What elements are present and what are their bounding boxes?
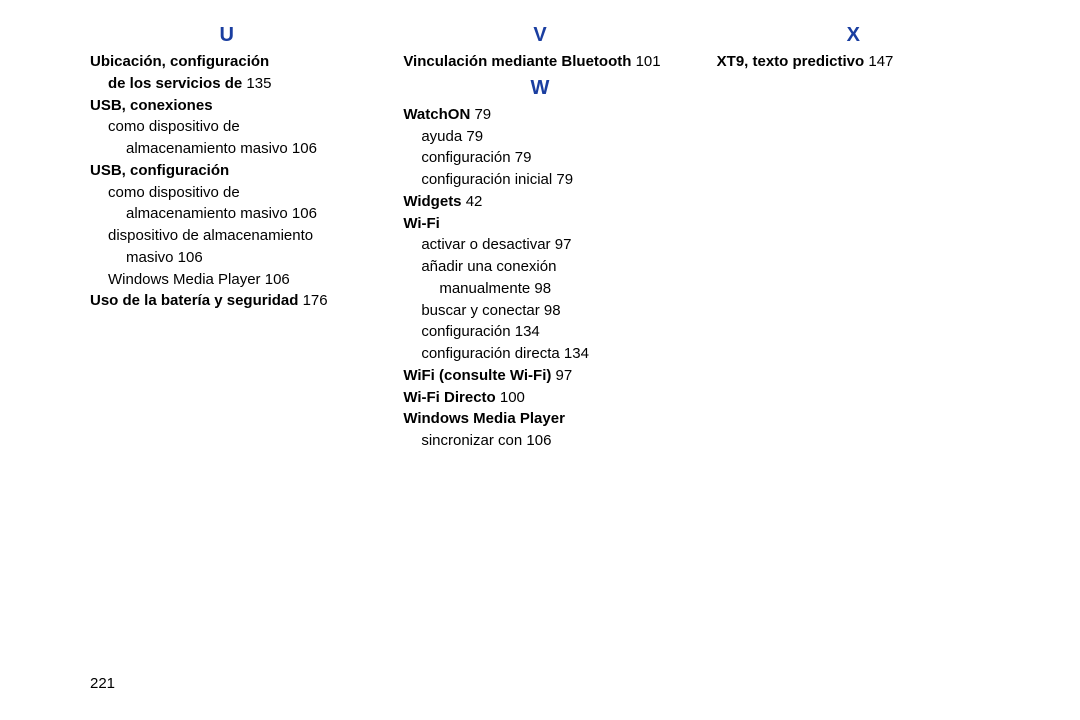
entry-page: 135 [242, 75, 271, 92]
index-entry: Windows Media Player 106 [90, 269, 363, 291]
entry-page: 42 [462, 193, 483, 210]
col2-w-list: WatchON 79ayuda 79configuración 79config… [403, 104, 676, 452]
entry-label: WiFi (consulte Wi-Fi) [403, 367, 551, 384]
entry-label: buscar y conectar [421, 302, 539, 319]
entry-label: almacenamiento masivo [126, 205, 288, 222]
section-letter-w: W [403, 77, 676, 100]
index-entry: XT9, texto predictivo 147 [717, 51, 990, 73]
col1-list: Ubicación, configuraciónde los servicios… [90, 51, 363, 312]
index-entry: almacenamiento masivo 106 [90, 138, 363, 160]
entry-page: 106 [261, 271, 290, 288]
entry-page: 98 [530, 280, 551, 297]
section-letter-u: U [90, 24, 363, 47]
entry-label: manualmente [439, 280, 530, 297]
index-entry: dispositivo de almacenamiento [90, 225, 363, 247]
index-entry: Vinculación mediante Bluetooth 101 [403, 51, 676, 73]
index-entry: sincronizar con 106 [403, 430, 676, 452]
index-entry: Wi-Fi Directo 100 [403, 387, 676, 409]
entry-page: 106 [288, 140, 317, 157]
index-entry: WatchON 79 [403, 104, 676, 126]
column-vw: V Vinculación mediante Bluetooth 101 W W… [403, 20, 676, 452]
index-entry: como dispositivo de [90, 116, 363, 138]
entry-page: 147 [864, 53, 893, 70]
entry-page: 100 [496, 389, 525, 406]
col2-v-list: Vinculación mediante Bluetooth 101 [403, 51, 676, 73]
entry-label: XT9, texto predictivo [717, 53, 865, 70]
entry-label: Wi-Fi Directo [403, 389, 495, 406]
entry-label: Uso de la batería y seguridad [90, 292, 298, 309]
entry-label: configuración directa [421, 345, 559, 362]
columns: U Ubicación, configuraciónde los servici… [90, 20, 990, 452]
column-u: U Ubicación, configuraciónde los servici… [90, 20, 363, 452]
index-entry: configuración inicial 79 [403, 169, 676, 191]
entry-label: configuración [421, 149, 510, 166]
entry-label: de los servicios de [108, 75, 242, 92]
entry-page: 97 [551, 367, 572, 384]
index-entry: Uso de la batería y seguridad 176 [90, 290, 363, 312]
entry-page: 79 [511, 149, 532, 166]
index-entry: Widgets 42 [403, 191, 676, 213]
entry-label: configuración [421, 323, 510, 340]
section-letter-v: V [403, 24, 676, 47]
entry-page: 106 [288, 205, 317, 222]
index-entry: configuración 79 [403, 147, 676, 169]
entry-page: 79 [470, 106, 491, 123]
entry-page: 134 [560, 345, 589, 362]
entry-label: Vinculación mediante Bluetooth [403, 53, 631, 70]
index-entry: buscar y conectar 98 [403, 300, 676, 322]
entry-label: Windows Media Player [108, 271, 261, 288]
index-entry: configuración directa 134 [403, 343, 676, 365]
entry-label: WatchON [403, 106, 470, 123]
entry-page: 101 [631, 53, 660, 70]
entry-label: masivo [126, 249, 174, 266]
col3-list: XT9, texto predictivo 147 [717, 51, 990, 73]
index-entry: Windows Media Player [403, 408, 676, 430]
index-entry: activar o desactivar 97 [403, 234, 676, 256]
index-entry: configuración 134 [403, 321, 676, 343]
index-entry: como dispositivo de [90, 182, 363, 204]
entry-label: activar o desactivar [421, 236, 550, 253]
entry-page: 98 [540, 302, 561, 319]
entry-page: 176 [298, 292, 327, 309]
index-entry: USB, configuración [90, 160, 363, 182]
column-x: X XT9, texto predictivo 147 [717, 20, 990, 452]
index-entry: de los servicios de 135 [90, 73, 363, 95]
index-page: U Ubicación, configuraciónde los servici… [0, 0, 1080, 720]
index-entry: ayuda 79 [403, 126, 676, 148]
section-letter-x: X [717, 24, 990, 47]
entry-label: sincronizar con [421, 432, 522, 449]
index-entry: almacenamiento masivo 106 [90, 203, 363, 225]
entry-page: 134 [511, 323, 540, 340]
index-entry: WiFi (consulte Wi-Fi) 97 [403, 365, 676, 387]
index-entry: masivo 106 [90, 247, 363, 269]
entry-page: 79 [552, 171, 573, 188]
index-entry: manualmente 98 [403, 278, 676, 300]
entry-label: ayuda [421, 128, 462, 145]
index-entry: Wi-Fi [403, 213, 676, 235]
entry-page: 97 [551, 236, 572, 253]
entry-label: configuración inicial [421, 171, 552, 188]
index-entry: USB, conexiones [90, 95, 363, 117]
entry-label: Widgets [403, 193, 461, 210]
entry-page: 79 [462, 128, 483, 145]
entry-label: almacenamiento masivo [126, 140, 288, 157]
index-entry: añadir una conexión [403, 256, 676, 278]
index-entry: Ubicación, configuración [90, 51, 363, 73]
page-number: 221 [90, 675, 115, 692]
entry-page: 106 [174, 249, 203, 266]
entry-page: 106 [522, 432, 551, 449]
